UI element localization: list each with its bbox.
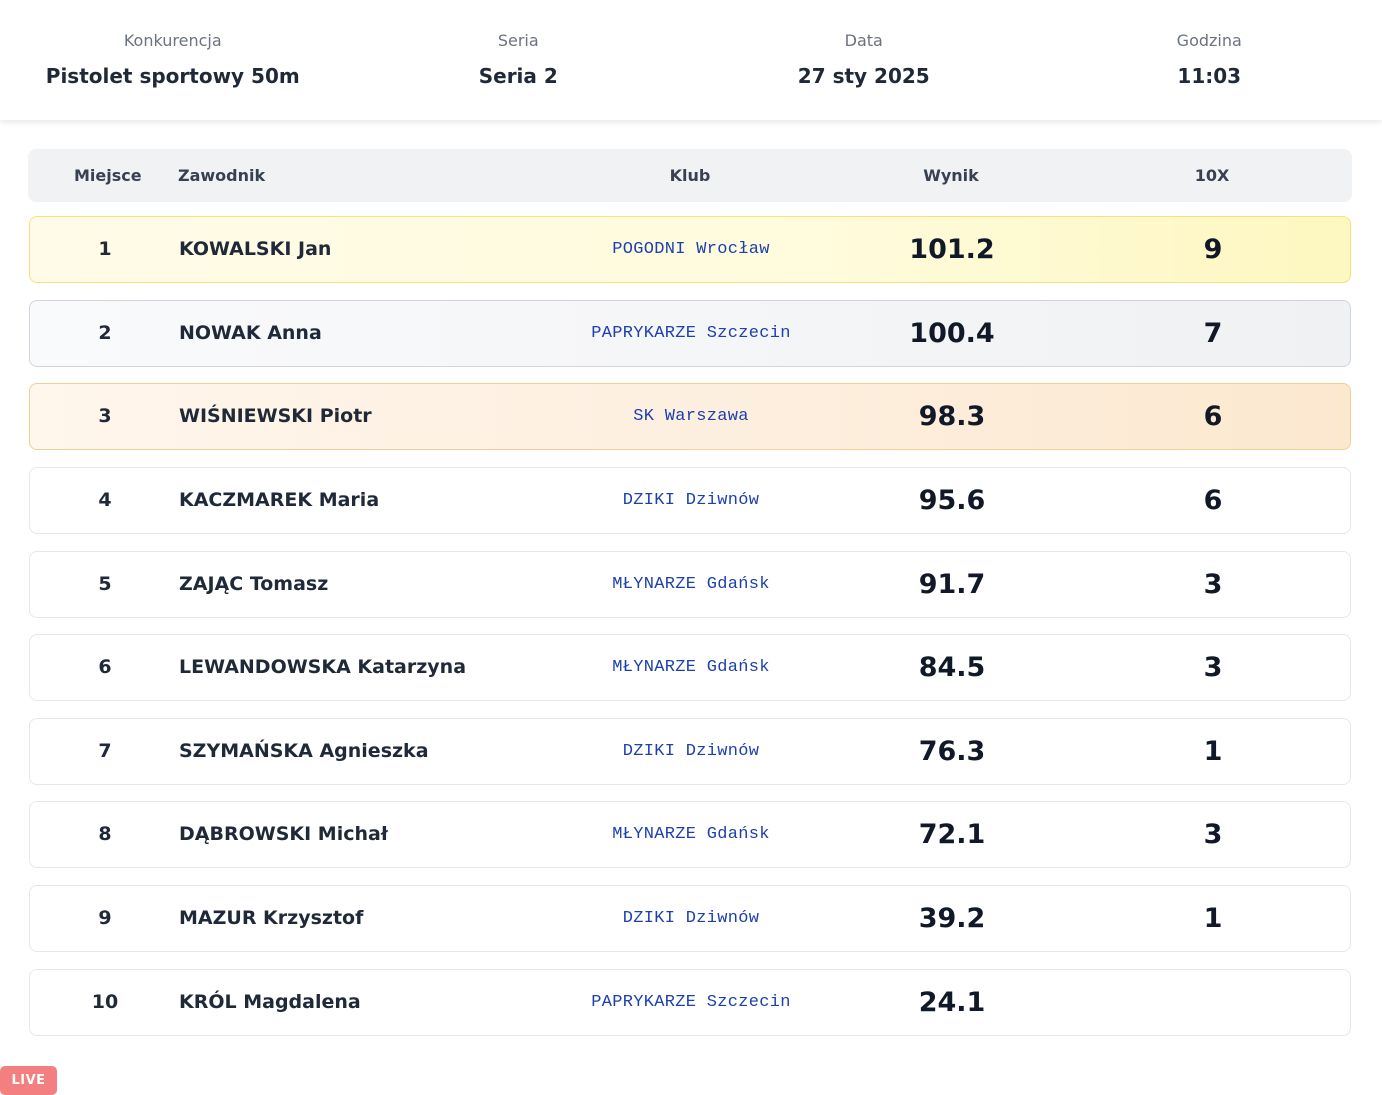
series-value: Seria 2	[478, 64, 558, 88]
place-cell: 2	[98, 322, 112, 344]
tenx-count: 1	[1203, 903, 1223, 934]
tenx-count: 3	[1203, 819, 1223, 850]
table-row: 4 KACZMAREK Maria DZIKI Dziwnów 95.6 6	[29, 467, 1351, 534]
live-badge: LIVE	[0, 1066, 57, 1095]
athlete-name: KRÓL Magdalena	[179, 991, 361, 1013]
score-value: 101.2	[909, 234, 995, 265]
table-row: 1 KOWALSKI Jan POGODNI Wrocław 101.2 9	[29, 216, 1351, 283]
tenx-count: 7	[1203, 318, 1223, 349]
club-name: MŁYNARZE Gdańsk	[612, 658, 770, 677]
club-name: DZIKI Dziwnów	[622, 491, 760, 510]
tenx-count: 9	[1203, 234, 1223, 265]
tenx-count: 1	[1203, 736, 1223, 767]
competition-header: Konkurencja Pistolet sportowy 50m Seria …	[0, 0, 1382, 120]
place-cell: 6	[98, 656, 112, 678]
place-cell: 10	[91, 991, 119, 1013]
athlete-name: LEWANDOWSKA Katarzyna	[179, 656, 467, 678]
time-value: 11:03	[1177, 64, 1242, 88]
club-name: SK Warszawa	[633, 407, 749, 426]
athlete-name: WIŚNIEWSKI Piotr	[179, 405, 372, 427]
score-value: 91.7	[918, 569, 986, 600]
place-cell: 9	[98, 907, 112, 929]
score-value: 98.3	[918, 401, 986, 432]
table-row: 5 ZAJĄC Tomasz MŁYNARZE Gdańsk 91.7 3	[29, 551, 1351, 618]
place-cell: 3	[98, 405, 112, 427]
series-info: Seria Seria 2	[346, 0, 692, 120]
column-header-club: Klub	[669, 166, 711, 185]
athlete-name: ZAJĄC Tomasz	[179, 573, 329, 595]
score-value: 100.4	[909, 318, 995, 349]
score-value: 24.1	[918, 987, 986, 1018]
time-label: Godzina	[1176, 31, 1242, 50]
column-header-score: Wynik	[923, 166, 979, 185]
table-row: 8 DĄBROWSKI Michał MŁYNARZE Gdańsk 72.1 3	[29, 801, 1351, 868]
place-cell: 4	[98, 489, 112, 511]
score-value: 39.2	[918, 903, 986, 934]
tenx-count: 6	[1203, 401, 1223, 432]
time-info: Godzina 11:03	[1037, 0, 1382, 120]
club-name: MŁYNARZE Gdańsk	[612, 575, 770, 594]
tenx-count: 6	[1203, 485, 1223, 516]
column-header-place: Miejsce	[74, 166, 142, 185]
date-info: Data 27 sty 2025	[691, 0, 1037, 120]
table-row: 6 LEWANDOWSKA Katarzyna MŁYNARZE Gdańsk 84.…	[29, 634, 1351, 701]
series-label: Seria	[497, 31, 539, 50]
tenx-count: 3	[1203, 569, 1223, 600]
table-row: 9 MAZUR Krzysztof DZIKI Dziwnów 39.2 1	[29, 885, 1351, 952]
athlete-name: MAZUR Krzysztof	[179, 907, 364, 929]
score-value: 95.6	[918, 485, 986, 516]
table-row: 7 SZYMAŃSKA Agnieszka DZIKI Dziwnów 76.3 1	[29, 718, 1351, 785]
place-cell: 7	[98, 740, 112, 762]
results-table-header: Miejsce Zawodnik Klub Wynik 10X	[28, 149, 1352, 202]
athlete-name: KOWALSKI Jan	[179, 238, 332, 260]
table-row: 2 NOWAK Anna PAPRYKARZE Szczecin 100.4 7	[29, 300, 1351, 367]
column-header-tenx: 10X	[1194, 166, 1230, 185]
athlete-name: DĄBROWSKI Michał	[179, 823, 388, 845]
club-name: PAPRYKARZE Szczecin	[591, 993, 791, 1012]
competition-info: Konkurencja Pistolet sportowy 50m	[0, 0, 346, 120]
athlete-name: KACZMAREK Maria	[179, 489, 380, 511]
club-name: DZIKI Dziwnów	[622, 742, 760, 761]
column-header-athlete: Zawodnik	[178, 166, 266, 185]
place-cell: 1	[98, 238, 112, 260]
date-label: Data	[844, 31, 883, 50]
score-value: 72.1	[918, 819, 986, 850]
tenx-count: 3	[1203, 652, 1223, 683]
tenx-count	[1113, 970, 1313, 1035]
place-cell: 5	[98, 573, 112, 595]
competition-label: Konkurencja	[123, 31, 222, 50]
club-name: POGODNI Wrocław	[612, 240, 770, 259]
place-cell: 8	[98, 823, 112, 845]
score-value: 84.5	[918, 652, 986, 683]
table-row: 3 WIŚNIEWSKI Piotr SK Warszawa 98.3 6	[29, 383, 1351, 450]
date-value: 27 sty 2025	[797, 64, 930, 88]
athlete-name: NOWAK Anna	[179, 322, 322, 344]
club-name: PAPRYKARZE Szczecin	[591, 324, 791, 343]
competition-value: Pistolet sportowy 50m	[45, 64, 300, 88]
table-row: 10 KRÓL Magdalena PAPRYKARZE Szczecin 24.1	[29, 969, 1351, 1036]
club-name: DZIKI Dziwnów	[622, 909, 760, 928]
club-name: MŁYNARZE Gdańsk	[612, 825, 770, 844]
score-value: 76.3	[918, 736, 986, 767]
athlete-name: SZYMAŃSKA Agnieszka	[179, 740, 429, 762]
